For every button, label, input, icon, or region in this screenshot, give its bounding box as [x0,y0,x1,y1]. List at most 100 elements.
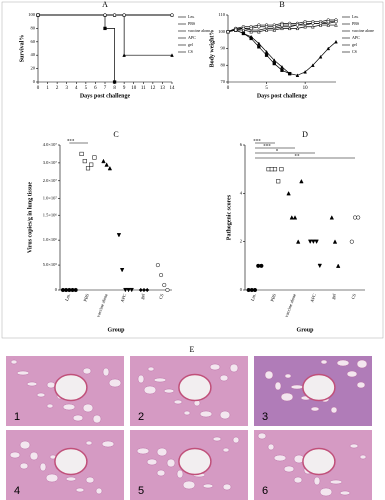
axes [244,145,365,291]
y-tick-label: 40 [31,52,36,57]
alveolus [264,370,274,380]
y-axis-label: Virus copies/g in lung tissue [27,182,33,253]
marker [287,71,292,76]
marker [82,159,87,164]
legend-label: vaccine alone [352,28,374,33]
marker [249,29,253,34]
x-tick-label: Lm. [64,293,71,302]
alveolus [209,363,221,371]
y-tick-label: 0 [33,79,36,84]
marker [79,151,84,156]
legend-label: CS [352,49,357,54]
marker [280,68,284,72]
alveolus [274,381,282,391]
marker [326,23,331,27]
x-tick-label: 8 [113,86,116,91]
marker [334,23,338,27]
micrograph: 4 [6,430,124,500]
x-tick-label: vaccine alone [284,293,297,318]
legend-label: Lm. [352,14,359,19]
alveolus [36,392,46,398]
marker [92,155,97,160]
y-tick-label: 80 [31,25,36,30]
alveolus [320,359,328,365]
marker [170,13,174,17]
alveolus [156,469,166,477]
marker [289,215,295,220]
x-tick-label: 3 [65,86,68,91]
marker [107,165,113,171]
marker [332,239,338,244]
x-tick-label: 1 [46,86,49,91]
y-tick-label: 60 [31,39,36,44]
legend-label: Lm. [188,14,195,19]
marker [264,53,269,57]
x-tick-label: 14 [170,86,176,91]
micrograph: 1 [6,356,124,426]
alveolus [102,367,110,377]
y-tick-label: 1.0×10⁶ [43,237,58,242]
tile-number: 4 [14,485,20,497]
y-tick-label: 1.5×10⁶ [43,212,58,217]
alveolus [82,367,92,375]
marker [311,24,315,29]
tile-number: 3 [262,411,268,423]
alveolus [229,363,239,373]
y-tick-label: 20 [31,66,36,71]
airway [54,447,88,476]
marker [259,263,264,268]
marker [314,239,319,245]
legend-label: APC [188,35,196,40]
alveolus [46,381,56,389]
marker [311,63,315,67]
marker [226,30,230,34]
marker [104,162,109,167]
marker [276,179,281,184]
marker [311,21,315,26]
x-axis-label: Days post challenge [257,93,308,99]
marker [349,239,354,244]
x-tick-label: 11 [141,86,146,91]
marker [129,287,134,293]
alveolus [62,403,76,411]
marker [170,53,174,57]
marker [307,239,313,245]
marker [299,178,304,184]
alveolus [153,377,167,383]
series-line [227,29,290,74]
x-tick-label: PBS [269,293,277,303]
marker [103,13,107,17]
alveolus [19,462,29,470]
x-tick-label: 10 [131,86,137,91]
marker [36,13,40,17]
marker [249,34,253,39]
x-tick-label: 7 [104,86,107,91]
alveolus [29,451,39,461]
marker [303,21,307,26]
alveolus [313,476,321,486]
alveolus [329,479,343,485]
annotation: *** [67,140,75,145]
marker [155,263,160,268]
marker [123,287,128,293]
micrograph: 3 [254,356,372,426]
marker [159,272,164,278]
alveolus [182,480,196,490]
alveolus [359,454,367,460]
series-line [38,14,115,82]
alveolus [46,403,54,409]
alveolus [156,447,168,457]
marker [234,28,238,32]
marker [241,28,246,32]
y-tick-label: 4.0×10⁷ [43,142,58,147]
airway [302,447,336,476]
airway [302,373,336,402]
x-tick-label: PBS [82,293,90,303]
marker [280,64,284,69]
x-tick-label: 5 [265,86,268,91]
alveolus [26,381,38,387]
tile-number: 2 [138,411,144,423]
alveolus [45,473,59,483]
alveolus [108,378,122,388]
y-tick-label: 100 [28,12,36,17]
